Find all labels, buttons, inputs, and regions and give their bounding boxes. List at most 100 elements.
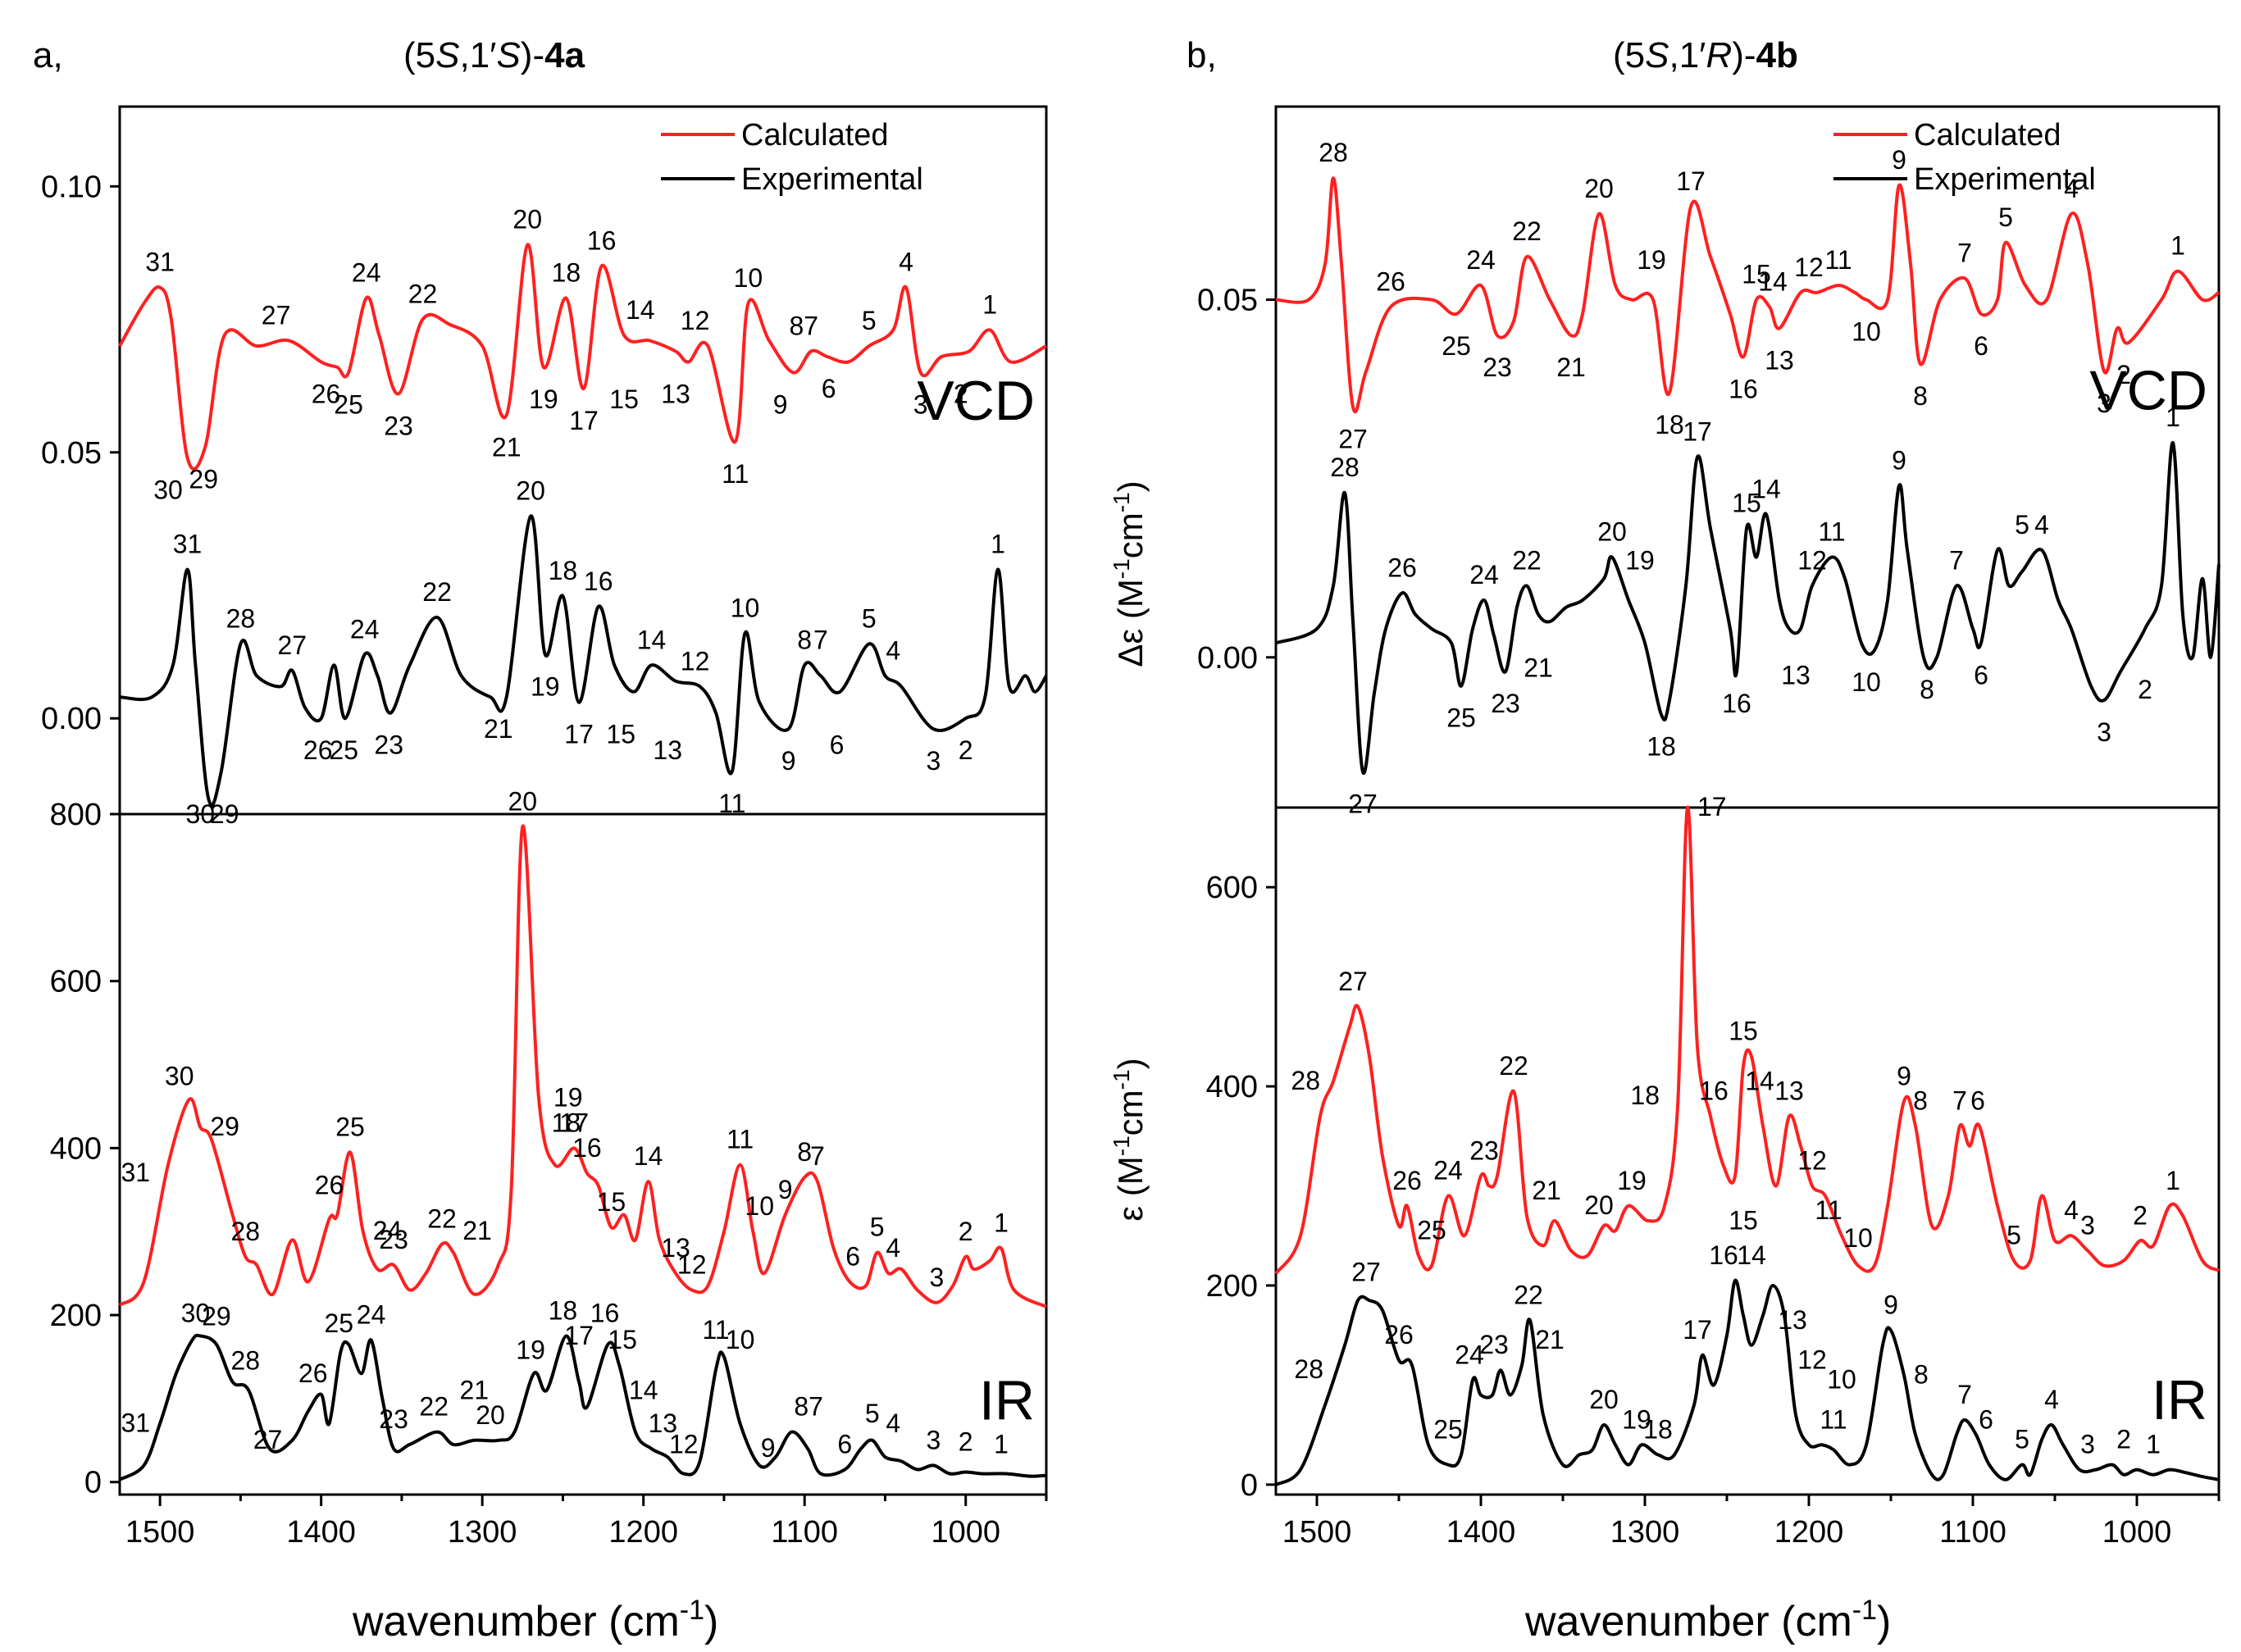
a_vcd-peak-label-calculated: 24 <box>352 258 381 288</box>
b_vcd-peak-label-experimental: 18 <box>1647 732 1676 762</box>
b_ir-peak-label-experimental: 11 <box>1820 1404 1847 1434</box>
a_vcd-peak-label-experimental: 22 <box>422 577 452 607</box>
a_ir-peak-label-experimental: 11 <box>702 1315 729 1345</box>
b_ir-xtick-label: 1400 <box>1446 1515 1516 1550</box>
plot-panel-a-ir: 0 200 400 600 800 1500 1400 1300 1200 1100 1000 IR 3… <box>50 786 1048 1550</box>
a_vcd-peak-label-calculated: 19 <box>529 385 558 414</box>
panel-b-letter: b, <box>1187 35 1217 75</box>
panel-a-letter: a, <box>33 35 63 75</box>
b_ir-peak-label-calculated: 16 <box>1699 1076 1729 1106</box>
a_vcd-peak-label-experimental: 18 <box>549 556 578 585</box>
b_ir-peak-label-experimental: 8 <box>1914 1359 1929 1389</box>
a_ir-peak-label-calculated: 15 <box>597 1187 626 1217</box>
b_ir-peak-label-experimental: 18 <box>1643 1414 1673 1444</box>
b_vcd-peak-label-experimental: 7 <box>1949 546 1964 576</box>
b_ir-section-label: IR <box>2152 1369 2207 1431</box>
b_ir-peak-label-experimental: 28 <box>1294 1354 1323 1384</box>
b_ir-xtick-label: 1200 <box>1774 1515 1844 1550</box>
a_ir-peak-label-experimental: 8 <box>794 1392 808 1422</box>
a_vcd-peak-label-calculated: 15 <box>609 385 639 414</box>
a_vcd-peak-label-experimental: 1 <box>991 530 1005 559</box>
b_ir-peak-label-experimental: 4 <box>2044 1385 2059 1414</box>
a_ir-peak-label-calculated: 19 <box>553 1082 583 1112</box>
a_vcd-peak-label-experimental: 27 <box>278 630 307 660</box>
b_ir-ytick-label: 600 <box>1206 871 1258 905</box>
b_vcd-peak-label-calculated: 17 <box>1676 166 1706 196</box>
a_ir-peak-label-experimental: 19 <box>516 1335 545 1364</box>
b_vcd-peak-label-calculated: 28 <box>1319 138 1348 167</box>
a_ir-peak-label-calculated: 14 <box>634 1141 663 1171</box>
xaxis-title-b: wavenumber (cm-1) <box>1524 1595 1891 1645</box>
a_ir-peak-label-experimental: 9 <box>761 1433 776 1463</box>
b_vcd-peak-label-calculated: 25 <box>1442 331 1471 361</box>
b_ir-peak-label-calculated: 28 <box>1291 1066 1320 1095</box>
a_ir-peak-label-calculated: 28 <box>231 1217 261 1246</box>
a_vcd-peak-label-calculated: 4 <box>899 248 913 277</box>
b_ir-peak-label-calculated: 12 <box>1797 1146 1827 1176</box>
b_vcd-peak-label-calculated: 27 <box>1338 424 1368 453</box>
a_ir-peak-label-experimental: 15 <box>608 1325 637 1354</box>
a_ir-xtick-label: 1000 <box>931 1515 1000 1550</box>
b_ir-peak-label-experimental: 23 <box>1479 1330 1509 1359</box>
b_ir-peak-label-calculated: 9 <box>1897 1061 1911 1090</box>
b_vcd-peak-label-calculated: 3 <box>2097 389 2111 418</box>
b_vcd-peak-label-experimental: 9 <box>1892 445 1906 475</box>
a_ir-peak-label-experimental: 3 <box>927 1425 941 1454</box>
a_ir-peak-label-experimental: 22 <box>419 1392 449 1422</box>
legend-label-experimental: Experimental <box>741 162 923 197</box>
a_vcd-peak-label-experimental: 2 <box>959 735 973 765</box>
b_ir-xtick-label: 1000 <box>2102 1515 2172 1550</box>
a_ir-peak-label-calculated: 6 <box>845 1241 860 1271</box>
a_ir-peak-label-experimental: 4 <box>886 1409 900 1438</box>
a_vcd-peak-label-experimental: 31 <box>173 530 203 559</box>
a_vcd-peak-label-experimental: 26 <box>303 735 333 765</box>
a_ir-xtick-label: 1500 <box>125 1515 195 1550</box>
a_vcd-peak-label-experimental: 14 <box>637 625 667 654</box>
a_vcd-peak-label-experimental: 19 <box>531 671 560 701</box>
b_ir-peak-label-experimental: 6 <box>1979 1404 1993 1434</box>
a_ir-xtick-label: 1400 <box>286 1515 356 1550</box>
b_ir-peak-label-experimental: 19 <box>1622 1404 1651 1434</box>
b_ir-peak-label-experimental: 7 <box>1957 1380 1972 1409</box>
a_ir-peak-label-calculated: 2 <box>959 1217 973 1246</box>
b_vcd-peak-label-calculated: 7 <box>1957 238 1972 267</box>
b_vcd-ytick-label: 0.05 <box>1197 284 1258 318</box>
a_ir-peak-label-experimental: 27 <box>253 1425 283 1454</box>
b_vcd-peak-label-experimental: 22 <box>1512 546 1542 576</box>
b_vcd-peak-label-experimental: 1 <box>2166 403 2180 432</box>
a_ir-peak-label-experimental: 6 <box>837 1429 852 1459</box>
a_ir-peak-label-calculated: 8 <box>797 1137 812 1167</box>
b_vcd-peak-label-calculated: 1 <box>2170 231 2185 261</box>
b_ir-peak-label-calculated: 26 <box>1392 1166 1422 1195</box>
b_ir-peak-label-experimental: 14 <box>1737 1240 1766 1270</box>
b_ir-peak-label-calculated: 19 <box>1617 1166 1647 1195</box>
a_vcd-peak-label-experimental: 28 <box>226 603 256 633</box>
b_ir-series-calculated <box>1274 805 2221 1275</box>
a_vcd-peak-label-experimental: 25 <box>329 735 358 765</box>
b_ir-peak-label-experimental: 13 <box>1778 1305 1807 1335</box>
a_vcd-peak-label-experimental: 9 <box>781 746 796 776</box>
b_ir-peak-label-calculated: 21 <box>1532 1176 1561 1205</box>
a_vcd-peak-label-calculated: 10 <box>734 263 763 293</box>
a_ir-peak-label-experimental: 23 <box>379 1404 408 1434</box>
a_ir-peak-label-calculated: 31 <box>121 1158 151 1187</box>
b_vcd-peak-label-experimental: 4 <box>2034 510 2049 539</box>
a_vcd-peak-label-experimental: 3 <box>927 746 941 776</box>
b_vcd-ytick-label: 0.00 <box>1197 641 1258 676</box>
a_ir-xtick-label: 1300 <box>448 1515 517 1550</box>
a_vcd-peak-label-experimental: 7 <box>813 625 828 654</box>
a_ir-peak-label-experimental: 18 <box>549 1296 578 1326</box>
a_ir-peak-label-calculated: 9 <box>778 1175 793 1204</box>
a_vcd-peak-label-calculated: 17 <box>569 406 599 435</box>
b_vcd-peak-label-experimental: 26 <box>1387 553 1417 582</box>
b_vcd-peak-label-calculated: 2 <box>2116 360 2131 389</box>
a_vcd-peak-label-calculated: 26 <box>312 380 341 409</box>
a_vcd-peak-label-calculated: 8 <box>790 312 804 341</box>
legend-label-experimental: Experimental <box>1914 162 2096 197</box>
b_vcd-peak-label-calculated: 8 <box>1913 381 1928 411</box>
a_ir-peak-label-experimental: 26 <box>298 1358 328 1388</box>
a_vcd-peak-label-calculated: 30 <box>153 475 183 504</box>
b_ir-peak-label-experimental: 27 <box>1351 1258 1381 1287</box>
b_ir-peak-label-calculated: 7 <box>1952 1086 1967 1116</box>
